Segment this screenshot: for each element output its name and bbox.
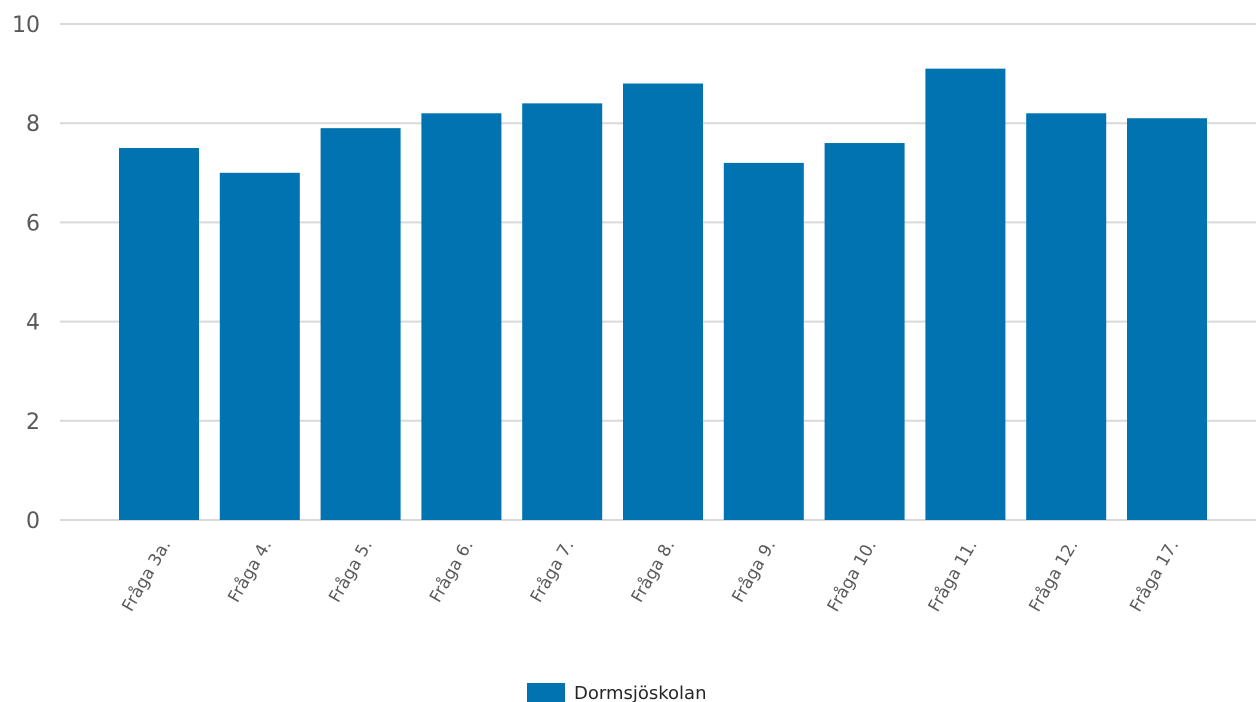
bar <box>723 162 804 520</box>
x-tick-label: Fråga 9. <box>728 536 781 606</box>
bar <box>824 143 905 521</box>
x-tick-label: Fråga 11. <box>924 536 982 615</box>
bar <box>925 68 1006 520</box>
x-tick-label: Fråga 4. <box>224 536 277 606</box>
y-tick-label: 8 <box>26 112 40 137</box>
legend: Dormsjöskolan <box>527 683 707 702</box>
bar <box>623 83 703 521</box>
x-tick-label: Fråga 6. <box>425 536 478 606</box>
legend-label-dormsjoskolan: Dormsjöskolan <box>574 683 707 702</box>
y-axis-ticks: 0 2 4 6 8 10 <box>12 13 40 534</box>
legend-swatch <box>527 683 565 702</box>
x-axis-labels: Fråga 3a. Fråga 4. Fråga 5. Fråga 6. Fråga 7… <box>118 536 1184 615</box>
bar <box>522 103 603 521</box>
bars <box>119 68 1207 521</box>
bar <box>1026 113 1107 520</box>
bar <box>1127 118 1207 521</box>
y-tick-label: 6 <box>26 211 40 236</box>
y-tick-label: 0 <box>26 509 40 534</box>
y-tick-label: 10 <box>12 13 40 38</box>
x-tick-label: Fråga 17. <box>1125 536 1183 615</box>
x-tick-label: Fråga 3a. <box>118 536 176 615</box>
bar <box>320 128 401 520</box>
x-tick-label: Fråga 7. <box>526 536 579 606</box>
x-tick-label: Fråga 12. <box>1025 536 1083 615</box>
x-tick-label: Fråga 8. <box>627 536 680 606</box>
y-tick-label: 2 <box>26 410 40 435</box>
bar <box>119 148 199 520</box>
bar <box>219 172 300 521</box>
bar <box>421 113 502 520</box>
x-tick-label: Fråga 5. <box>324 536 377 606</box>
y-tick-label: 4 <box>26 311 40 336</box>
x-tick-label: Fråga 10. <box>823 536 881 615</box>
